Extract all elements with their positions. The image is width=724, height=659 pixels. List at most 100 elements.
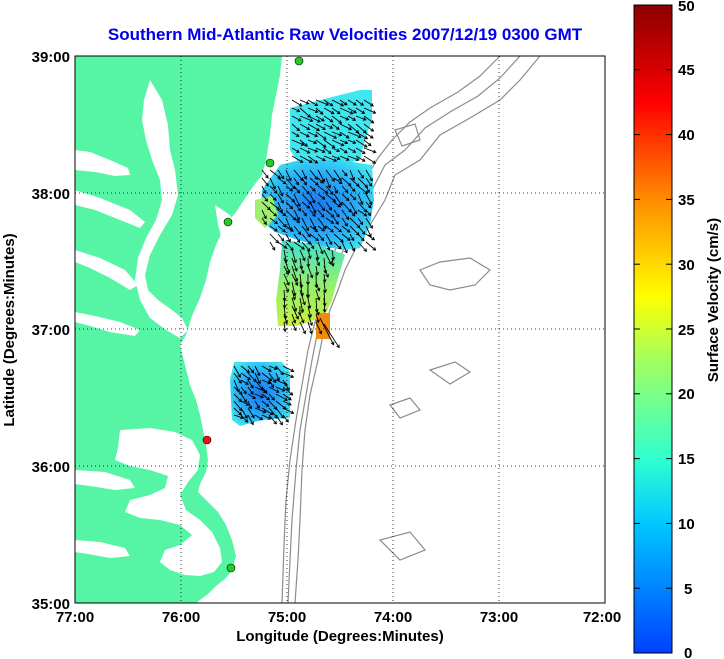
vector-arrow [269, 233, 279, 244]
vector-arrowhead [333, 135, 338, 139]
vector-arrowhead [364, 190, 369, 195]
vector-arrow [283, 265, 289, 275]
y-tick-label: 35:00 [32, 596, 70, 613]
vector-arrowhead [364, 135, 369, 140]
vector-arrow [331, 115, 342, 124]
vector-arrowhead [282, 328, 287, 333]
vector-arrowhead [334, 189, 339, 194]
vector-arrow [233, 393, 242, 402]
vector-arrowhead [343, 172, 348, 177]
vector-arrowhead [338, 177, 342, 182]
vector-arrowhead [336, 148, 341, 153]
vector-arrow [363, 139, 372, 146]
vector-arrowhead [295, 133, 300, 137]
vector-arrow [347, 99, 357, 106]
vector-arrow [275, 414, 283, 426]
vector-arrowhead [273, 212, 278, 217]
vector-arrow [307, 321, 313, 334]
vector-arrowhead [293, 308, 298, 312]
vector-arrowhead [296, 149, 300, 153]
vector-arrow [261, 393, 270, 401]
vector-arrowhead [337, 245, 342, 250]
vector-arrow [341, 169, 348, 177]
vector-arrowhead [297, 117, 302, 122]
vector-arrow [331, 139, 344, 146]
vector-arrow [269, 193, 277, 201]
vector-arrow [291, 257, 298, 272]
vector-arrow [291, 107, 300, 112]
vector-arrow [247, 393, 256, 399]
vector-arrow [307, 265, 313, 278]
vector-arrow [331, 155, 340, 160]
vector-arrowhead [274, 366, 278, 371]
vector-arrow [315, 265, 318, 275]
vector-arrow [293, 209, 300, 221]
vector-arrow [282, 386, 293, 396]
vector-arrowhead [266, 206, 271, 211]
vector-arrow [299, 297, 304, 313]
vector-arrow [317, 169, 325, 182]
vector-arrowhead [314, 176, 318, 181]
vector-arrowhead [330, 263, 335, 267]
vector-arrow [357, 225, 366, 235]
bathymetry-contours [281, 56, 541, 603]
vector-arrow [282, 400, 292, 406]
vector-arrowhead [297, 203, 301, 208]
vector-arrowhead [338, 228, 342, 233]
vector-arrow [349, 241, 355, 252]
vector-arrowhead [272, 379, 277, 384]
vector-arrow [268, 372, 277, 383]
vector-arrow [291, 99, 302, 107]
vector-arrowhead [272, 185, 276, 190]
vector-arrowhead [320, 180, 324, 184]
vector-arrow [299, 313, 305, 323]
vector-arrow [261, 201, 271, 211]
vector-arrow [285, 201, 293, 210]
vector-arrow [261, 365, 272, 372]
vector-arrowhead [243, 399, 247, 403]
station-marker [226, 563, 236, 573]
x-tick-label: 77:00 [56, 609, 94, 626]
vector-arrowhead [345, 134, 350, 139]
vector-arrowhead [316, 118, 321, 123]
vector-arrowhead [344, 140, 349, 145]
vector-arrowhead [289, 187, 294, 192]
vector-arrowhead [336, 156, 341, 161]
vector-arrowhead [292, 296, 296, 301]
vector-arrowhead [296, 216, 300, 221]
vector-arrow [349, 233, 355, 241]
vector-arrow [349, 201, 358, 214]
vector-arrow [282, 379, 290, 391]
vector-arrowhead [352, 140, 357, 144]
vector-arrowhead [344, 222, 348, 227]
vector-arrowhead [336, 344, 340, 349]
vector-arrowhead [372, 149, 377, 154]
vector-arrowhead [291, 198, 296, 203]
y-axis-label: Latitude (Degrees:Minutes) [1, 233, 18, 426]
vector-arrowhead [316, 262, 321, 267]
vector-arrow [240, 393, 247, 403]
vector-arrowhead [329, 125, 334, 129]
colorbar-ticks [634, 4, 672, 589]
vector-arrow [307, 139, 317, 144]
vector-arrowhead [320, 250, 324, 255]
vector-arrowhead [332, 198, 337, 203]
vector-arrow [301, 241, 311, 252]
vector-arrowhead [287, 238, 291, 243]
vector-arrowhead [328, 206, 333, 211]
vector-arrow [325, 169, 335, 182]
vector-arrow [282, 365, 294, 372]
vector-arrowhead [303, 175, 307, 180]
vector-arrowhead [347, 182, 352, 187]
vector-arrowhead [276, 206, 280, 211]
vector-arrowhead [325, 102, 330, 106]
vector-arrow [309, 193, 316, 203]
vector-arrow [291, 297, 297, 312]
vector-arrow [291, 123, 300, 131]
vector-arrowhead [265, 403, 270, 407]
vector-arrowhead [300, 270, 305, 275]
vector-arrowhead [286, 281, 290, 286]
vector-arrow [299, 99, 309, 105]
vector-arrowhead [272, 197, 277, 201]
vector-arrow [325, 217, 334, 224]
